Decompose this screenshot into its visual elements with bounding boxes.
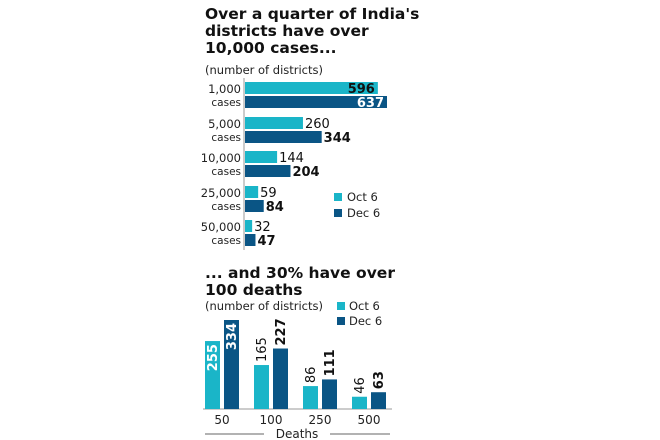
chart2-value-label: 165 [255,337,270,362]
chart1-value-label: 596 [348,82,375,97]
chart2-title-line: 100 deaths [205,281,303,299]
chart2-legend-label: Oct 6 [349,299,380,313]
chart1-bar-dec [245,234,256,246]
chart2-value-label: 255 [206,344,221,371]
chart1-bar-dec [245,96,387,108]
chart2-legend-label: Dec 6 [349,314,382,328]
chart1-title-line: 10,000 cases... [205,39,337,57]
chart1-legend-label: Dec 6 [347,206,380,220]
chart1-legend-swatch [334,209,342,217]
chart2-bar-dec [371,392,386,409]
chart2-bar-dec [322,379,337,409]
chart1-category-label: 10,000 [201,151,241,165]
chart1-value-label: 59 [260,186,277,201]
chart2-value-label: 46 [353,377,368,394]
chart2-value-label: 111 [323,349,338,376]
chart2-value-label: 63 [372,371,387,389]
chart2-value-label: 227 [274,318,289,345]
chart2-category-label: 250 [309,413,332,427]
chart1-bar-oct [245,117,303,129]
chart1-category-label: cases [211,201,241,213]
chart2-title: ... and 30% have over 100 deaths [205,265,395,299]
chart1-value-label: 32 [254,220,271,235]
chart1-bar-oct [245,220,253,232]
chart2-bar-oct [303,386,318,409]
chart2-category-label: 500 [358,413,381,427]
chart1-legend-label: Oct 6 [347,190,378,204]
chart1-bar-oct [245,186,259,198]
chart1-category-label: 25,000 [201,186,241,200]
chart1-value-label: 84 [266,200,284,215]
chart2-bar-oct [254,365,269,409]
chart2-bar-oct [205,341,220,409]
chart1-title-line: Over a quarter of India's [205,5,420,23]
chart2-legend-swatch [337,302,345,310]
chart1-value-label: 204 [292,165,319,180]
chart1-bar-oct [245,151,278,163]
chart1-bar-dec [245,165,291,177]
chart1-bar-dec [245,200,264,212]
chart2-value-label: 86 [304,367,319,384]
chart1-bar-oct [245,82,378,94]
chart1-category-label: cases [211,235,241,247]
chart1-category-label: cases [211,132,241,144]
chart2-category-label: 100 [260,413,283,427]
chart1-value-label: 260 [305,117,330,132]
chart1-legend-swatch [334,193,342,201]
chart1-category-label: 5,000 [208,117,241,131]
chart1-title: Over a quarter of India's districts have… [205,6,419,57]
chart1-title-line: districts have over [205,22,369,40]
chart1-value-label: 47 [257,234,275,249]
chart1-category-label: 1,000 [208,82,241,96]
chart2-value-label: 334 [225,323,240,350]
chart1-bar-dec [245,131,322,143]
chart2-bar-dec [224,320,239,409]
chart2-bar-dec [273,348,288,409]
chart1-category-label: 50,000 [201,220,241,234]
chart2-subtitle: (number of districts) [205,299,323,313]
chart2-bar-oct [352,396,367,409]
chart2-legend-swatch [337,317,345,325]
chart1-category-label: cases [211,97,241,109]
chart1-value-label: 144 [279,151,304,166]
chart1-subtitle: (number of districts) [205,63,323,77]
chart2-category-label: 50 [214,413,229,427]
chart2-title-line: ... and 30% have over [205,264,395,282]
chart1-value-label: 344 [324,131,351,146]
chart1-value-label: 637 [357,96,384,111]
chart1-category-label: cases [211,166,241,178]
chart2-xlabel: Deaths [276,427,319,440]
